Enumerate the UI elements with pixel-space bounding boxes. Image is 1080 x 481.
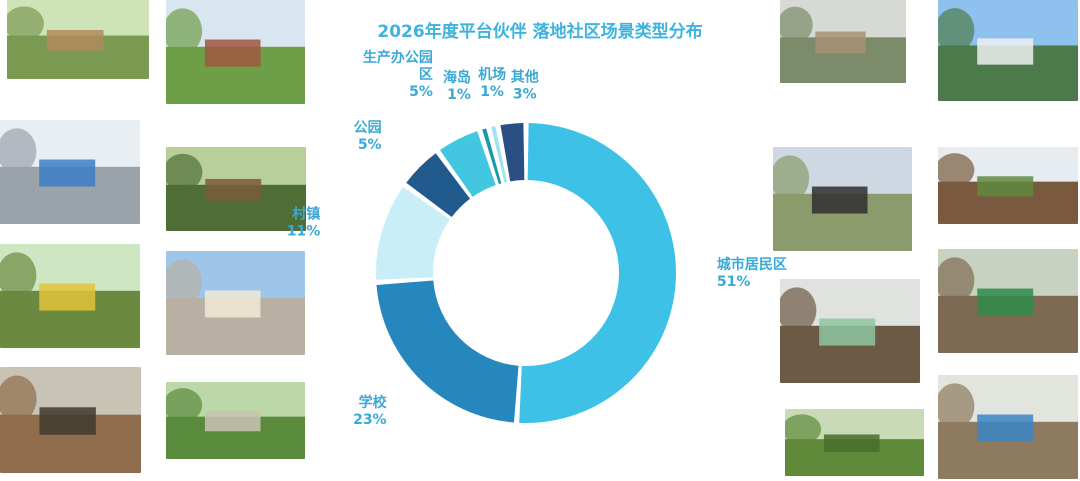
slice-label-6-line-2: 1% [447, 87, 471, 103]
photo-signboard-courtyard [938, 375, 1078, 479]
photo-yellow-compost-bins [0, 244, 140, 348]
slice-label-2-line-1: 学校 [359, 394, 388, 411]
photo-fenced-garden-plots [938, 249, 1078, 353]
photo-forest-garden [166, 147, 306, 231]
photo-shared-garden [773, 147, 912, 251]
slice-label-5-line-3: 5% [409, 84, 433, 100]
photo-compost-box-garden [7, 0, 149, 79]
photo-farmland-rows [938, 147, 1078, 224]
photo-park-pond [780, 0, 906, 83]
donut-segment-2 [376, 280, 519, 423]
chart-title: 2026年度平台伙伴 落地社区场景类型分布 [377, 22, 703, 42]
slice-label-5-line-2: 区 [419, 67, 433, 83]
photo-greenhouse-vegetables [785, 409, 924, 476]
slice-label-1-line-1: 城市居民区 [717, 256, 787, 273]
slice-label-4-line-2: 5% [358, 137, 382, 153]
slice-label-7-line-1: 机场 [478, 66, 506, 83]
photo-covered-compost-shed [0, 120, 140, 224]
slice-label-5-line-1: 生产办公园 [363, 49, 433, 66]
donut-segment-1 [519, 123, 676, 423]
donut-segment-3 [376, 186, 450, 280]
photo-woodland-cage [0, 367, 141, 473]
donut-segment-6 [482, 128, 502, 185]
photo-school-building [166, 251, 305, 355]
slice-label-6-line-1: 海岛 [443, 69, 471, 86]
donut-segment-4 [406, 153, 471, 218]
slice-label-8-line-2: 3% [513, 86, 537, 102]
photo-mural-wall-garden [780, 279, 920, 383]
donut-segment-5 [439, 131, 496, 197]
slice-label-8-line-1: 其他 [511, 68, 539, 85]
slice-label-7-line-2: 1% [480, 84, 504, 100]
donut-segment-7 [491, 126, 507, 183]
slice-label-2-line-2: 23% [353, 412, 387, 428]
photo-garden-path [166, 382, 305, 459]
slice-label-4-line-1: 公园 [354, 120, 382, 136]
donut-segment-8 [500, 123, 525, 182]
photo-riverside-apartments [938, 0, 1078, 101]
photo-hillside-village [166, 0, 305, 104]
slice-label-1-line-2: 51% [717, 274, 751, 290]
